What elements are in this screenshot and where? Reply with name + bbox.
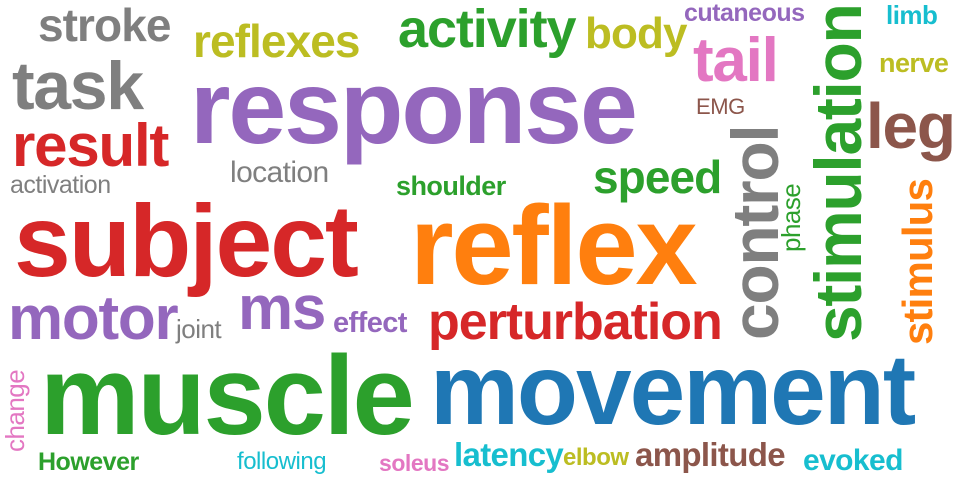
word-perturbation: perturbation bbox=[428, 293, 723, 351]
word-activation: activation bbox=[10, 171, 111, 199]
word-task: task bbox=[12, 48, 144, 124]
word-subject: subject bbox=[14, 184, 359, 298]
word-activity: activity bbox=[398, 0, 577, 59]
word-reflex: reflex bbox=[410, 183, 698, 308]
word-reflexes: reflexes bbox=[193, 15, 360, 67]
word-tail: tail bbox=[693, 26, 779, 95]
word-stroke: stroke bbox=[38, 0, 171, 51]
word-shoulder: shoulder bbox=[396, 171, 506, 201]
word-location: location bbox=[230, 156, 329, 189]
word-result: result bbox=[12, 112, 169, 179]
word-latency: latency bbox=[454, 436, 564, 473]
word-limb: limb bbox=[886, 0, 938, 30]
word-ms: ms bbox=[238, 274, 326, 343]
word-motor: motor bbox=[8, 284, 179, 353]
word-cutaneous: cutaneous bbox=[684, 0, 805, 27]
word-speed: speed bbox=[593, 151, 722, 203]
word-response: response bbox=[190, 50, 638, 166]
word-leg: leg bbox=[866, 90, 956, 162]
word-following: following bbox=[237, 448, 327, 475]
word-soleus: soleus bbox=[379, 450, 450, 476]
word-joint: joint bbox=[176, 314, 222, 344]
word-body: body bbox=[585, 9, 687, 58]
word-evoked: evoked bbox=[803, 444, 903, 477]
word-stimulation: stimulation bbox=[801, 4, 875, 343]
word-muscle: muscle bbox=[40, 333, 415, 458]
word-stimulus: stimulus bbox=[894, 179, 941, 345]
word-movement: movement bbox=[430, 334, 916, 446]
word-however: However bbox=[38, 448, 139, 476]
word-nerve: nerve bbox=[879, 48, 949, 78]
word-emg: EMG bbox=[696, 94, 745, 119]
word-elbow: elbow bbox=[563, 444, 629, 471]
word-effect: effect bbox=[333, 307, 407, 339]
word-change: change bbox=[0, 369, 30, 452]
word-amplitude: amplitude bbox=[635, 436, 786, 473]
